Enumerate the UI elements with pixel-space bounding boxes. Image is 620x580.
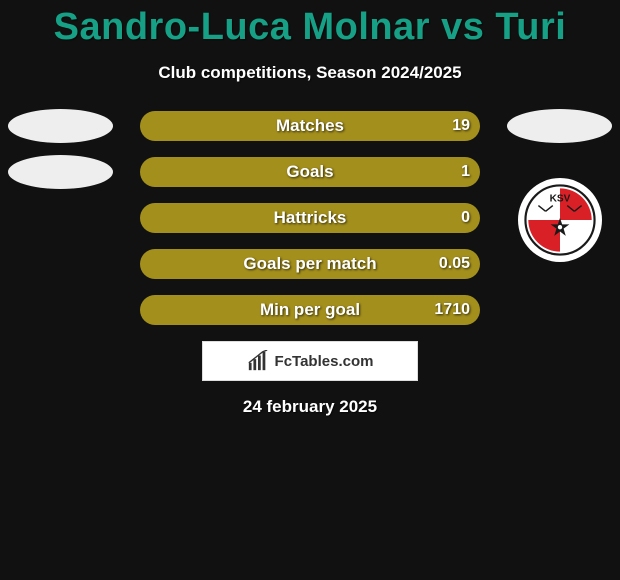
stat-label: Hattricks: [274, 208, 347, 228]
brand-text: FcTables.com: [275, 353, 374, 370]
svg-text:KSV: KSV: [550, 193, 571, 204]
stat-right-value: 1710: [434, 301, 470, 319]
left-player-marker: [8, 155, 113, 189]
date-text: 24 february 2025: [0, 397, 620, 417]
right-player-marker: [507, 109, 612, 143]
brand-box: FcTables.com: [202, 341, 418, 381]
stat-right-value: 0.05: [439, 255, 470, 273]
subtitle: Club competitions, Season 2024/2025: [0, 63, 620, 83]
chart-icon: [247, 350, 269, 372]
stat-label: Goals per match: [243, 254, 376, 274]
stat-label: Matches: [276, 116, 344, 136]
club-logo: KSV: [518, 178, 602, 262]
stat-right-value: 1: [461, 163, 470, 181]
stat-row: Goals 1: [0, 157, 620, 187]
stat-row: Min per goal 1710: [0, 295, 620, 325]
left-player-marker: [8, 109, 113, 143]
stat-right-value: 19: [452, 117, 470, 135]
stat-row: Matches 19: [0, 111, 620, 141]
page-title: Sandro-Luca Molnar vs Turi: [0, 0, 620, 49]
stat-label: Goals: [286, 162, 333, 182]
ksv-logo-icon: KSV: [524, 184, 596, 256]
stat-right-value: 0: [461, 209, 470, 227]
stat-label: Min per goal: [260, 300, 360, 320]
